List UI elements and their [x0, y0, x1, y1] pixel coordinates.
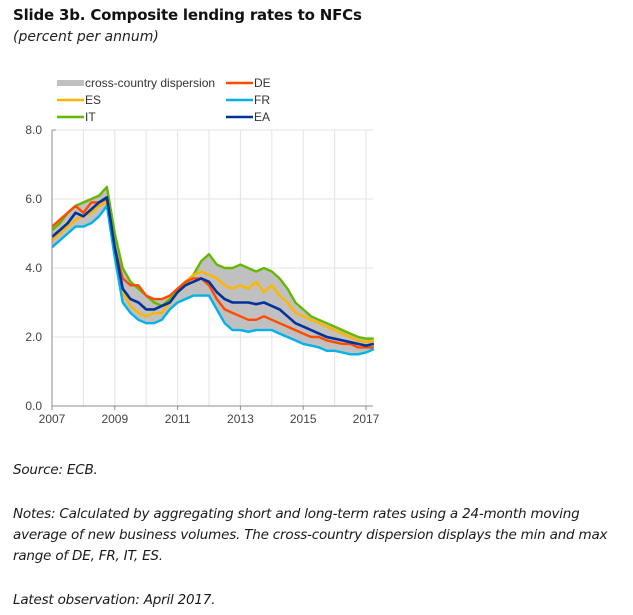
latest-observation: Latest observation: April 2017. [13, 592, 216, 608]
series-line-ea [51, 196, 375, 347]
legend-label: DE [254, 76, 271, 90]
legend-item-es: ES [57, 93, 101, 107]
series-lines-layer [51, 185, 375, 356]
notes-text: Notes: Calculated by aggregating short a… [13, 506, 608, 564]
dispersion-band-layer [52, 186, 374, 355]
legend-label: ES [85, 93, 101, 107]
y-tick-label: 2.0 [25, 330, 42, 344]
chart-subtitle: (percent per annum) [13, 29, 159, 45]
legend-item-cross-country-dispersion: cross-country dispersion [57, 76, 215, 90]
dispersion-band [52, 186, 374, 355]
axes: 0.0 2.0 4.0 6.0 8.0 2007 2009 2011 2013 2015 2017 [25, 123, 379, 426]
x-tick-label: 2011 [165, 412, 191, 426]
x-tick-label: 2015 [290, 412, 317, 426]
legend-item-de: DE [226, 76, 271, 90]
legend-item-ea: EA [226, 110, 270, 124]
series-line-es [51, 201, 375, 344]
y-tick-label: 8.0 [25, 123, 42, 137]
chart-title: Slide 3b. Composite lending rates to NFC… [13, 6, 362, 24]
legend-item-it: IT [57, 110, 96, 124]
x-tick-label: 2017 [353, 412, 380, 426]
y-tick-label: 4.0 [25, 261, 42, 275]
x-tick-label: 2007 [39, 412, 66, 426]
grid [52, 129, 373, 406]
series-line-it [51, 185, 374, 340]
legend-swatch-area [57, 80, 84, 86]
legend-label: cross-country dispersion [85, 76, 215, 90]
source-note: Source: ECB. [13, 462, 98, 478]
y-tick-label: 6.0 [25, 192, 42, 206]
legend: cross-country dispersion DE ES FR IT EA [57, 76, 271, 124]
y-tick-label: 0.0 [25, 399, 42, 413]
legend-label: IT [85, 110, 96, 124]
x-tick-label: 2009 [101, 412, 128, 426]
legend-label: EA [254, 110, 270, 124]
x-tick-label: 2013 [227, 412, 254, 426]
legend-label: FR [254, 93, 270, 107]
legend-item-fr: FR [226, 93, 270, 107]
series-line-fr [51, 204, 375, 356]
